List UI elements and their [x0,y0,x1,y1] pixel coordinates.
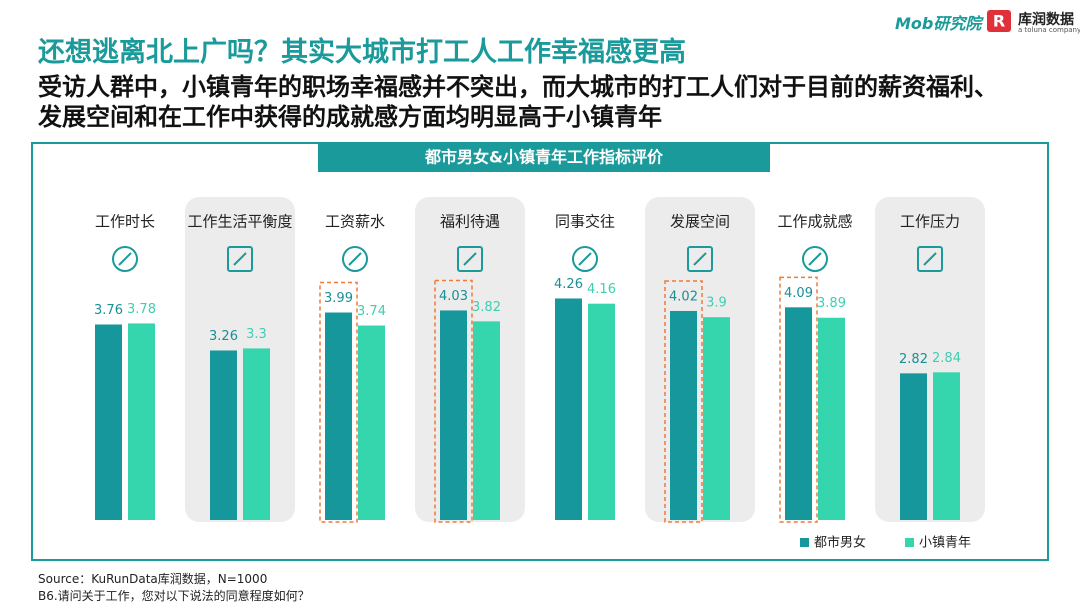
category-panel [645,197,755,522]
category-label: 同事交往 [555,213,615,231]
value-label: 3.9 [706,296,727,311]
category-label: 工作生活平衡度 [187,213,292,231]
icon-shape [457,246,483,272]
icon-shape [118,252,132,266]
subtitle: 受访人群中，小镇青年的职场幸福感并不突出，而大城市的打工人们对于目前的薪资福利、… [38,73,998,131]
icon-shape [112,246,138,272]
value-label: 4.26 [554,277,583,292]
icon-shape [342,246,368,272]
icon-shape [687,246,713,272]
svg-text:R: R [993,12,1005,31]
bar [243,348,270,520]
value-label: 2.82 [899,352,928,367]
source: Source：KuRunData库润数据，N=1000 [38,572,268,586]
value-label: 4.03 [439,289,468,304]
category-icon [802,246,828,272]
note: B6.请问关于工作，您对以下说法的同意程度如何？ [38,589,310,603]
category-panel [415,197,525,522]
title: 还想逃离北上广吗？其实大城市打工人工作幸福感更高 [38,37,686,68]
bar [128,323,155,520]
bar [703,317,730,520]
highlight-box [434,279,473,523]
category-icon [572,246,598,272]
bar [933,372,960,520]
bar [95,324,122,520]
value-label: 3.82 [472,300,501,315]
icon-shape [802,246,828,272]
value-label: 3.76 [94,303,123,318]
icon-shape [233,252,247,266]
icon-shape [227,246,253,272]
category-icon [917,246,943,272]
bar [325,312,352,520]
partner-icon: R [987,10,1011,32]
icon-shape [463,252,477,266]
category-panel [875,197,985,522]
icon-shape [808,252,822,266]
bar [210,350,237,520]
bar [785,307,812,520]
value-label: 3.3 [246,327,267,342]
value-label: 4.09 [784,286,813,301]
chart-title: 都市男女&小镇青年工作指标评价 [424,148,664,167]
category-icon [687,246,713,272]
category-label: 工作压力 [900,213,960,231]
legend-swatch [905,538,914,547]
bar [440,310,467,520]
icon-shape [693,252,707,266]
value-label: 4.02 [669,289,698,304]
bar [358,325,385,520]
icon-shape [578,252,592,266]
category-label: 工资薪水 [325,213,385,231]
highlight-box [319,281,358,523]
legend-swatch [800,538,809,547]
icon-shape [572,246,598,272]
bar [473,321,500,520]
value-label: 3.99 [324,291,353,306]
value-label: 3.26 [209,329,238,344]
value-label: 3.78 [127,302,156,317]
category-icon [457,246,483,272]
highlight-box [779,276,818,523]
bar [900,373,927,520]
value-label: 4.16 [587,282,616,297]
legend-label: 小镇青年 [919,536,971,551]
icon-shape [348,252,362,266]
icon-shape [923,252,937,266]
category-panel [185,197,295,522]
category-icon [112,246,138,272]
category-label: 福利待遇 [440,213,500,231]
highlight-box [664,280,703,523]
partner-tagline: a toluna company [1018,26,1080,34]
category-label: 发展空间 [670,213,730,231]
category-label: 工作时长 [95,213,155,231]
value-label: 3.89 [817,296,846,311]
value-label: 2.84 [932,351,961,366]
bar [555,298,582,520]
category-icon [227,246,253,272]
legend-label: 都市男女 [814,535,866,551]
bar [588,303,615,520]
value-label: 3.74 [357,304,386,319]
chart-title-box [318,143,770,172]
icon-shape [917,246,943,272]
partner-logo: 库润数据 [1018,12,1074,28]
category-icon [342,246,368,272]
bar [670,310,697,520]
bar [818,317,845,520]
category-label: 工作成就感 [777,213,852,231]
brand-logo: Mob研究院 [895,14,982,33]
